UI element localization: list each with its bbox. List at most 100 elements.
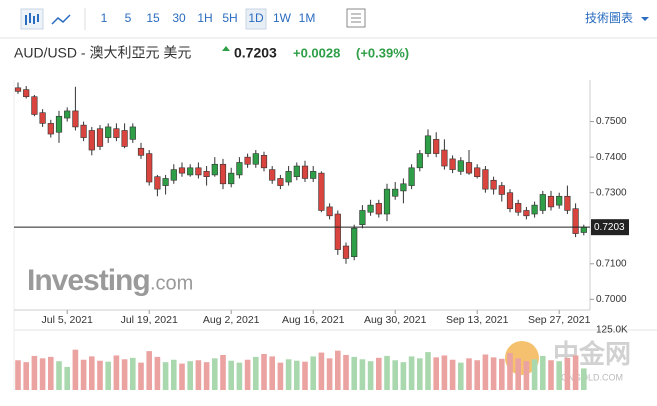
volume-bar — [499, 358, 505, 390]
volume-bar — [171, 359, 177, 390]
candle-body — [580, 226, 587, 233]
volume-bar — [253, 356, 259, 390]
volume-bar — [540, 355, 546, 390]
volume-bar — [310, 356, 316, 390]
x-tick-label: Aug 30, 2021 — [364, 314, 427, 326]
candle-body — [465, 162, 473, 174]
candle-body — [564, 195, 571, 211]
candle-body — [326, 206, 333, 217]
volume-bar — [105, 361, 111, 390]
volume-bar — [490, 357, 497, 390]
volume-bar — [277, 362, 284, 390]
candle-body — [178, 167, 186, 174]
volume-bar — [15, 360, 21, 390]
candle-body — [55, 115, 63, 133]
interval[interactable]: 15 — [146, 11, 160, 25]
line-icon[interactable] — [51, 14, 71, 25]
candle-body — [105, 126, 112, 138]
candle-icon-glyph — [25, 13, 39, 25]
volume-bar — [56, 361, 62, 390]
volume-bar — [23, 362, 29, 390]
candle-body — [490, 179, 497, 190]
candle-body — [523, 210, 530, 217]
volume-bar — [39, 358, 46, 390]
candle-body — [318, 172, 325, 211]
candle-body — [367, 204, 374, 213]
interval[interactable]: 1W — [273, 11, 292, 25]
volume-bar — [31, 355, 38, 390]
interval[interactable]: 1 — [101, 11, 108, 25]
candle-body — [14, 87, 22, 92]
volume-bar — [351, 356, 357, 390]
candle-body — [392, 188, 399, 197]
candle-body — [129, 126, 136, 140]
volume-bar — [212, 358, 218, 390]
interval[interactable]: 5 — [125, 11, 132, 25]
y-tick-label: 0.7400 — [596, 152, 627, 163]
volume-bar — [220, 354, 226, 390]
candle-body — [195, 167, 202, 176]
candle-body — [310, 171, 317, 179]
overlay-sub: CNGOLD.COM — [561, 372, 623, 382]
candle-body — [269, 169, 276, 181]
volume-bar — [113, 355, 120, 390]
candle-body — [170, 169, 177, 181]
volume-bar — [195, 360, 202, 390]
candle-body — [572, 208, 579, 234]
volume-bar — [326, 358, 333, 390]
volume-bar — [523, 361, 530, 390]
x-tick-label: Aug 16, 2021 — [282, 314, 345, 326]
candle-body — [219, 163, 227, 185]
y-tick-label: 0.7100 — [596, 258, 627, 269]
volume-bar — [244, 359, 251, 390]
interval[interactable]: 30 — [172, 11, 186, 25]
candle-body — [47, 123, 54, 135]
volume-bar — [433, 357, 439, 390]
last-price: 0.7203 — [234, 45, 277, 61]
interval[interactable]: 1H — [197, 11, 212, 25]
volume-bar — [564, 357, 571, 390]
watermark: Investing — [27, 264, 150, 297]
candle-body — [539, 194, 546, 211]
volume-bar — [376, 357, 382, 390]
candle-body — [547, 195, 555, 208]
candle-body — [351, 227, 358, 257]
volume-bar — [228, 360, 234, 390]
candle-body — [285, 171, 292, 183]
volume-bar — [359, 359, 366, 390]
volume-bar — [449, 359, 456, 390]
candle-body — [252, 153, 259, 165]
settings-icon-glyph — [351, 13, 361, 23]
volume-bar — [138, 362, 144, 390]
interval[interactable]: 1M — [299, 11, 316, 25]
candle-body — [88, 130, 95, 151]
candle-body — [260, 155, 268, 169]
volume-bar — [466, 358, 472, 390]
y-tick-label: 0.7500 — [596, 116, 627, 127]
x-tick-label: Jul 19, 2021 — [121, 314, 178, 326]
candle-icon[interactable] — [20, 8, 44, 30]
candle-body — [375, 203, 382, 215]
y-tick-label: 0.7000 — [596, 294, 627, 305]
chart-title: AUD/USD - 澳大利亞元 美元 — [14, 45, 191, 61]
volume-bar — [384, 355, 390, 390]
volume-bar — [581, 368, 587, 390]
candle-body — [474, 167, 481, 177]
candle-body — [301, 165, 309, 179]
x-tick-label: Sep 13, 2021 — [446, 314, 509, 326]
menu[interactable]: 技術圖表 — [585, 11, 633, 25]
volume-bar — [48, 356, 54, 390]
volume-bar — [89, 356, 95, 390]
candle-body — [506, 192, 514, 209]
volume-bar — [187, 361, 193, 390]
candle-body — [228, 172, 235, 185]
volume-bar — [261, 354, 267, 390]
settings-icon[interactable] — [346, 8, 366, 28]
volume-bar — [146, 351, 152, 390]
interval[interactable]: 1D — [248, 11, 264, 25]
volume-bar — [572, 355, 579, 390]
volume-bar — [269, 356, 275, 390]
interval[interactable]: 5H — [222, 11, 237, 25]
candle-body — [80, 124, 87, 138]
